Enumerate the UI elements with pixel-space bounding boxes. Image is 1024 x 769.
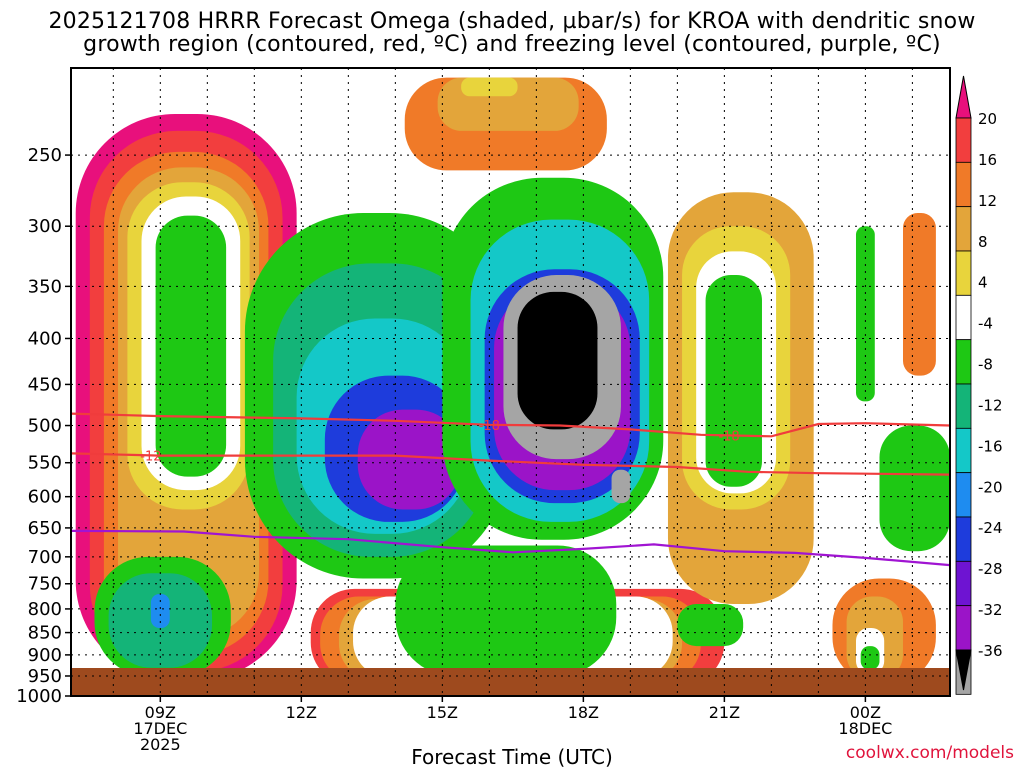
chart-title-line-2: growth region (contoured, red, ºC) and f… [83, 32, 941, 57]
omega-cell-9 [461, 77, 518, 97]
colorbar-label-8: -16 [978, 437, 1003, 455]
colorbar-swatch-7 [955, 383, 972, 429]
colorbar-swatch-2 [955, 161, 972, 208]
omega-cell-41 [860, 646, 880, 670]
y-tick-label-700: 700 [28, 547, 62, 568]
colorbar: 20 16 12 8 4 -4 -8 -12 -16 -20 -24 -28 -32 -36 [955, 75, 1003, 695]
omega-shading [75, 77, 950, 687]
colorbar-swatch-9 [955, 472, 972, 518]
y-tick-label-650: 650 [28, 518, 62, 539]
colorbar-label-5: -4 [978, 315, 993, 333]
x-tick-label-9-2: 2025 [140, 735, 181, 754]
contour-label-1-0: -12 [140, 449, 161, 464]
omega-cell-35 [879, 425, 950, 552]
x-tick-label-24-0: 00Z [850, 703, 881, 722]
y-tick-label-250: 250 [28, 145, 62, 166]
y-tick-label-300: 300 [28, 216, 62, 237]
colorbar-swatch-8 [955, 427, 972, 474]
y-tick-label-550: 550 [28, 453, 62, 474]
y-tick-label-600: 600 [28, 487, 62, 508]
contour-line-2 [71, 529, 950, 567]
colorbar-label-6: -8 [978, 356, 993, 374]
x-tick-label-12-0: 12Z [286, 703, 317, 722]
x-tick-label-18-0: 18Z [568, 703, 599, 722]
contour-line-0 [71, 412, 950, 438]
colorbar-top-arrow [955, 75, 972, 119]
x-tick-label-9-1: 17DEC [133, 719, 187, 738]
contour-label-0-0: -18 [479, 419, 500, 434]
colorbar-label-1: 16 [978, 151, 997, 169]
contour-line-1 [71, 452, 950, 476]
y-tick-label-850: 850 [28, 623, 62, 644]
colorbar-swatch-10 [955, 516, 972, 562]
omega-cell-17 [150, 594, 170, 628]
colorbar-label-0: 20 [978, 110, 997, 128]
colorbar-swatch-12 [955, 605, 972, 651]
colorbar-swatch-3 [955, 206, 972, 252]
colorbar-label-3: 8 [978, 233, 988, 251]
y-tick-label-750: 750 [28, 574, 62, 595]
omega-cell-6 [155, 215, 227, 477]
y-tick-label-500: 500 [28, 416, 62, 437]
colorbar-swatch-11 [955, 560, 972, 607]
colorbar-label-13: -36 [978, 642, 1003, 660]
colorbar-label-7: -12 [978, 396, 1003, 414]
omega-cell-37 [902, 212, 936, 376]
colorbar-label-10: -24 [978, 519, 1003, 537]
x-tick-label-15-0: 15Z [427, 703, 458, 722]
x-axis-label: Forecast Time (UTC) [411, 745, 613, 769]
colorbar-label-9: -20 [978, 478, 1003, 496]
omega-cell-28 [517, 291, 598, 430]
x-tick-label-9-0: 09Z [145, 703, 176, 722]
y-tick-label-900: 900 [28, 645, 62, 666]
chart-title-line-1: 2025121708 HRRR Forecast Omega (shaded, … [48, 9, 976, 34]
y-tick-label-400: 400 [28, 328, 62, 349]
colorbar-swatch-5 [955, 294, 972, 341]
colorbar-swatch-4 [955, 250, 972, 296]
omega-cell-22 [357, 409, 462, 510]
colorbar-bottom-arrow [955, 649, 972, 691]
colorbar-label-12: -32 [978, 601, 1003, 619]
colorbar-label-2: 12 [978, 192, 997, 210]
y-tick-label-800: 800 [28, 599, 62, 620]
x-tick-label-24-1: 18DEC [838, 719, 892, 738]
y-tick-label-1000: 1000 [16, 686, 62, 707]
colorbar-label-4: 4 [978, 274, 988, 292]
credit-text: coolwx.com/models [845, 743, 1014, 763]
omega-cell-33 [705, 275, 762, 487]
y-tick-label-350: 350 [28, 276, 62, 297]
colorbar-swatch-1 [955, 117, 972, 163]
omega-cell-34 [677, 604, 744, 647]
ground-bar [71, 668, 950, 696]
y-tick-label-950: 950 [28, 666, 62, 687]
omega-cell-14 [395, 545, 617, 676]
omega-cell-29 [611, 469, 631, 504]
y-tick-label-450: 450 [28, 374, 62, 395]
contours: -18 -18 -12 [71, 412, 950, 567]
colorbar-label-11: -28 [978, 560, 1003, 578]
colorbar-swatch-6 [955, 339, 972, 385]
plot-frame [70, 67, 951, 697]
x-tick-label-21-0: 21Z [709, 703, 740, 722]
y-axis: 2503003504004505005506006507007508008509… [16, 145, 71, 707]
contour-label-0-1: -18 [718, 429, 739, 444]
